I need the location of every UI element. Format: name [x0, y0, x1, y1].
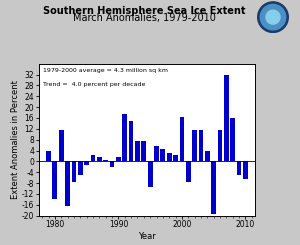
Bar [186, 161, 191, 182]
Bar [148, 161, 153, 187]
Bar [224, 74, 229, 161]
Bar [52, 161, 57, 199]
Bar [141, 141, 146, 161]
Bar [180, 117, 184, 161]
Circle shape [260, 4, 286, 30]
Bar [230, 118, 235, 161]
Bar [211, 161, 216, 214]
Bar [46, 151, 51, 161]
Y-axis label: Extent Anomalies in Percent: Extent Anomalies in Percent [11, 80, 20, 199]
Bar [116, 157, 121, 161]
Text: March Anomalies, 1979-2010: March Anomalies, 1979-2010 [73, 13, 215, 23]
Bar [243, 161, 248, 179]
Bar [199, 130, 203, 161]
Bar [237, 161, 242, 175]
Bar [72, 161, 76, 182]
Bar [103, 160, 108, 161]
X-axis label: Year: Year [138, 232, 156, 241]
Text: 1979-2000 average = 4.3 million sq km: 1979-2000 average = 4.3 million sq km [43, 68, 168, 73]
Bar [160, 149, 165, 161]
Bar [173, 155, 178, 161]
Bar [97, 157, 102, 161]
Bar [205, 150, 210, 161]
Bar [84, 161, 89, 165]
Text: Southern Hemisphere Sea Ice Extent: Southern Hemisphere Sea Ice Extent [43, 6, 245, 16]
Circle shape [266, 10, 280, 24]
Bar [78, 161, 83, 175]
Bar [167, 153, 172, 161]
Bar [91, 155, 95, 161]
Text: Trend =  4.0 percent per decade: Trend = 4.0 percent per decade [43, 82, 146, 87]
Bar [135, 141, 140, 161]
Bar [65, 161, 70, 206]
Bar [218, 130, 222, 161]
Bar [129, 121, 134, 161]
Bar [122, 114, 127, 161]
Bar [154, 147, 159, 161]
Bar [59, 130, 64, 161]
Bar [192, 130, 197, 161]
Bar [110, 161, 114, 167]
Circle shape [258, 2, 288, 32]
